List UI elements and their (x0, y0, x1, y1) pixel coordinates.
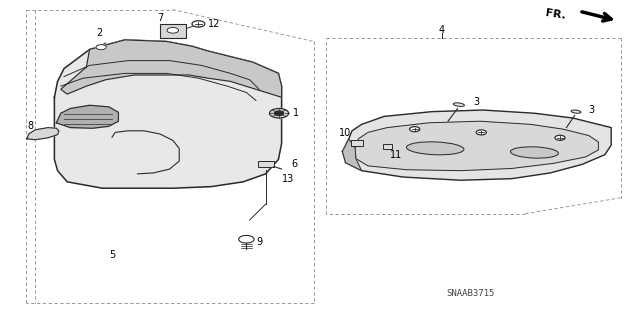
Text: 3: 3 (589, 105, 595, 115)
Circle shape (192, 21, 205, 27)
Circle shape (167, 27, 179, 33)
Circle shape (275, 111, 284, 115)
Text: 4: 4 (438, 25, 445, 35)
Polygon shape (61, 40, 282, 97)
Bar (160, 24, 186, 38)
Circle shape (555, 135, 565, 140)
Polygon shape (56, 105, 118, 128)
Text: 6: 6 (291, 159, 298, 169)
Text: 8: 8 (27, 121, 33, 131)
Polygon shape (342, 110, 611, 180)
Polygon shape (355, 121, 598, 171)
Text: 9: 9 (256, 237, 262, 248)
Circle shape (269, 108, 289, 118)
Circle shape (96, 45, 106, 50)
Ellipse shape (406, 142, 464, 155)
Polygon shape (342, 139, 362, 171)
Circle shape (410, 127, 420, 132)
Text: 10: 10 (339, 128, 351, 138)
Polygon shape (54, 40, 282, 188)
Bar (257, 161, 274, 167)
Ellipse shape (571, 110, 581, 113)
Text: 11: 11 (390, 150, 403, 160)
Text: 7: 7 (157, 12, 164, 23)
Ellipse shape (453, 103, 465, 107)
Text: 5: 5 (109, 250, 115, 260)
Bar (383, 144, 392, 149)
Polygon shape (27, 128, 59, 140)
Text: 13: 13 (282, 174, 294, 184)
Text: 3: 3 (474, 97, 480, 107)
Circle shape (476, 130, 486, 135)
Text: 2: 2 (96, 28, 102, 39)
Circle shape (239, 235, 254, 243)
Text: FR.: FR. (545, 8, 566, 21)
Text: 1: 1 (293, 108, 300, 118)
Text: SNAAB3715: SNAAB3715 (446, 289, 495, 298)
Bar (351, 140, 363, 146)
Ellipse shape (511, 147, 558, 158)
Text: 12: 12 (208, 19, 220, 29)
